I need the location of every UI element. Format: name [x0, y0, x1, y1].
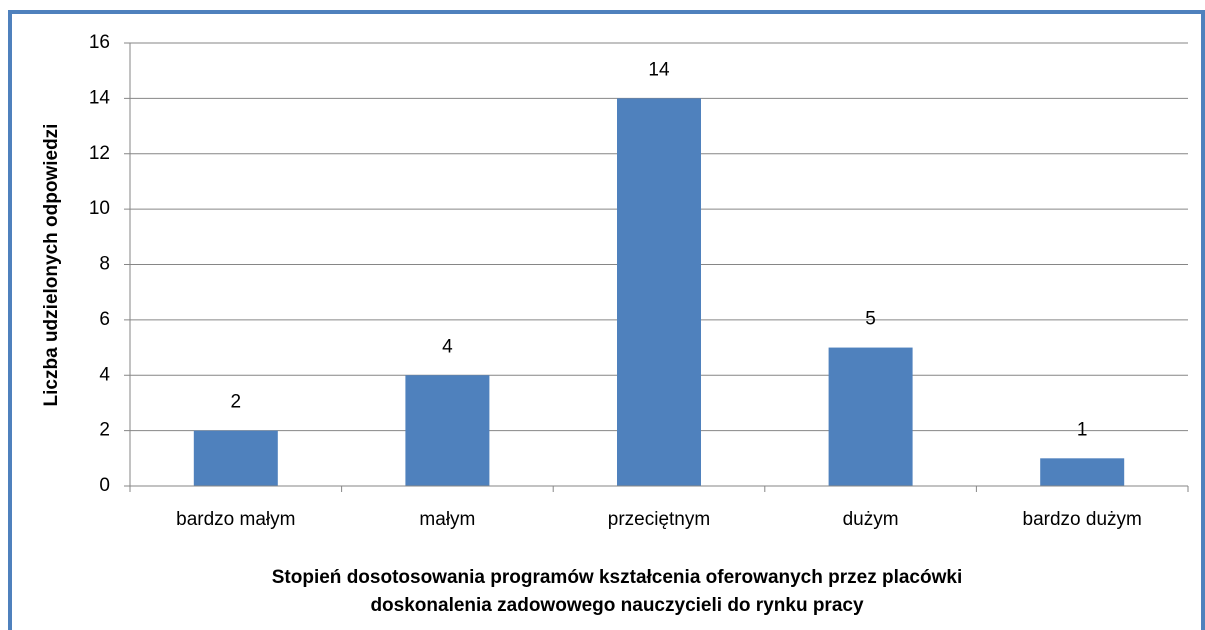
x-tick-label: przeciętnym: [608, 509, 710, 530]
y-tick-label: 2: [99, 420, 110, 441]
y-tick-label: 4: [99, 364, 110, 385]
data-label: 5: [865, 309, 876, 330]
data-label: 4: [442, 336, 453, 357]
data-label: 1: [1077, 419, 1088, 440]
y-tick-label: 10: [89, 198, 110, 219]
bar: [617, 98, 701, 486]
bar: [193, 430, 278, 486]
x-tick-label: bardzo dużym: [1023, 509, 1142, 530]
x-axis-label: doskonalenia zadowowego nauczycieli do r…: [370, 595, 864, 616]
y-tick-label: 8: [99, 254, 110, 275]
y-tick-label: 14: [89, 87, 111, 108]
data-label: 14: [648, 59, 670, 80]
y-tick-label: 0: [99, 475, 110, 496]
x-axis-label: Stopień dosotosowania programów kształce…: [272, 567, 962, 588]
bar: [405, 375, 490, 486]
x-tick-label: bardzo małym: [176, 509, 295, 530]
x-tick-label: małym: [419, 509, 475, 530]
bar: [1040, 458, 1125, 486]
chart-frame: [8, 10, 1205, 630]
y-tick-label: 6: [99, 309, 110, 330]
bar: [828, 347, 913, 486]
data-label: 2: [231, 392, 242, 413]
y-tick-label: 16: [89, 32, 110, 53]
y-axis-label: Liczba udzielonych odpowiedzi: [41, 124, 62, 407]
y-tick-label: 12: [89, 143, 110, 164]
x-tick-label: dużym: [843, 509, 899, 530]
